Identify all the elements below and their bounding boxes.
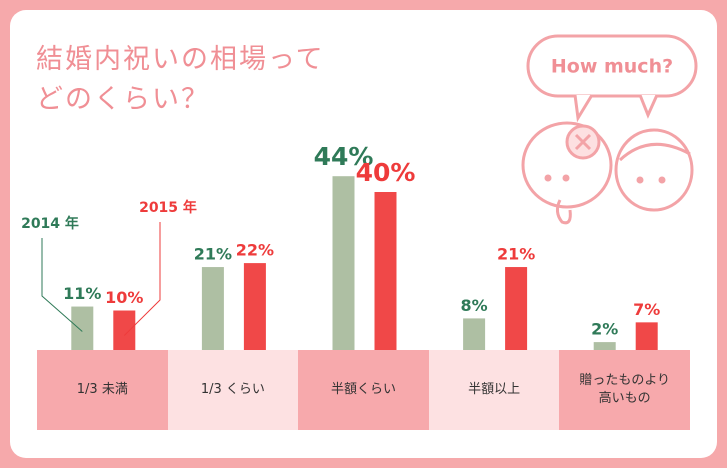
bar (332, 176, 355, 350)
value-label: 21% (497, 245, 535, 264)
value-label: 7% (633, 300, 660, 319)
value-label: 2% (591, 320, 618, 339)
value-label: 21% (194, 245, 232, 264)
legend-label: 2014 年 (21, 215, 79, 232)
legend-label: 2015 年 (139, 199, 197, 216)
value-label: 8% (461, 296, 488, 315)
bar (593, 342, 616, 350)
bar (243, 263, 266, 350)
x-tick-label: 贈ったものより 高いもの (559, 350, 690, 430)
bar (635, 322, 658, 350)
bar (113, 310, 136, 350)
bar (463, 318, 486, 350)
value-label: 11% (63, 284, 101, 303)
bar (505, 267, 528, 350)
value-label: 44% (314, 142, 374, 171)
x-tick-label: 半額以上 (428, 350, 560, 430)
legend-line (41, 238, 83, 332)
bar (71, 306, 94, 350)
bar (201, 267, 224, 350)
illustration (521, 34, 698, 225)
bubble-text: How much? (551, 56, 673, 78)
x-tick-label: 半額くらい (298, 350, 429, 430)
value-label: 22% (236, 241, 274, 260)
bar (374, 192, 397, 350)
x-tick-label: 1/3 未満 (37, 350, 168, 430)
chart-title: 結婚内祝いの相場って どのくらい？ (36, 44, 325, 115)
x-tick-label: 1/3 くらい (167, 350, 299, 430)
value-label: 40% (356, 158, 416, 187)
value-label: 10% (105, 288, 143, 307)
legend-line (123, 222, 161, 336)
